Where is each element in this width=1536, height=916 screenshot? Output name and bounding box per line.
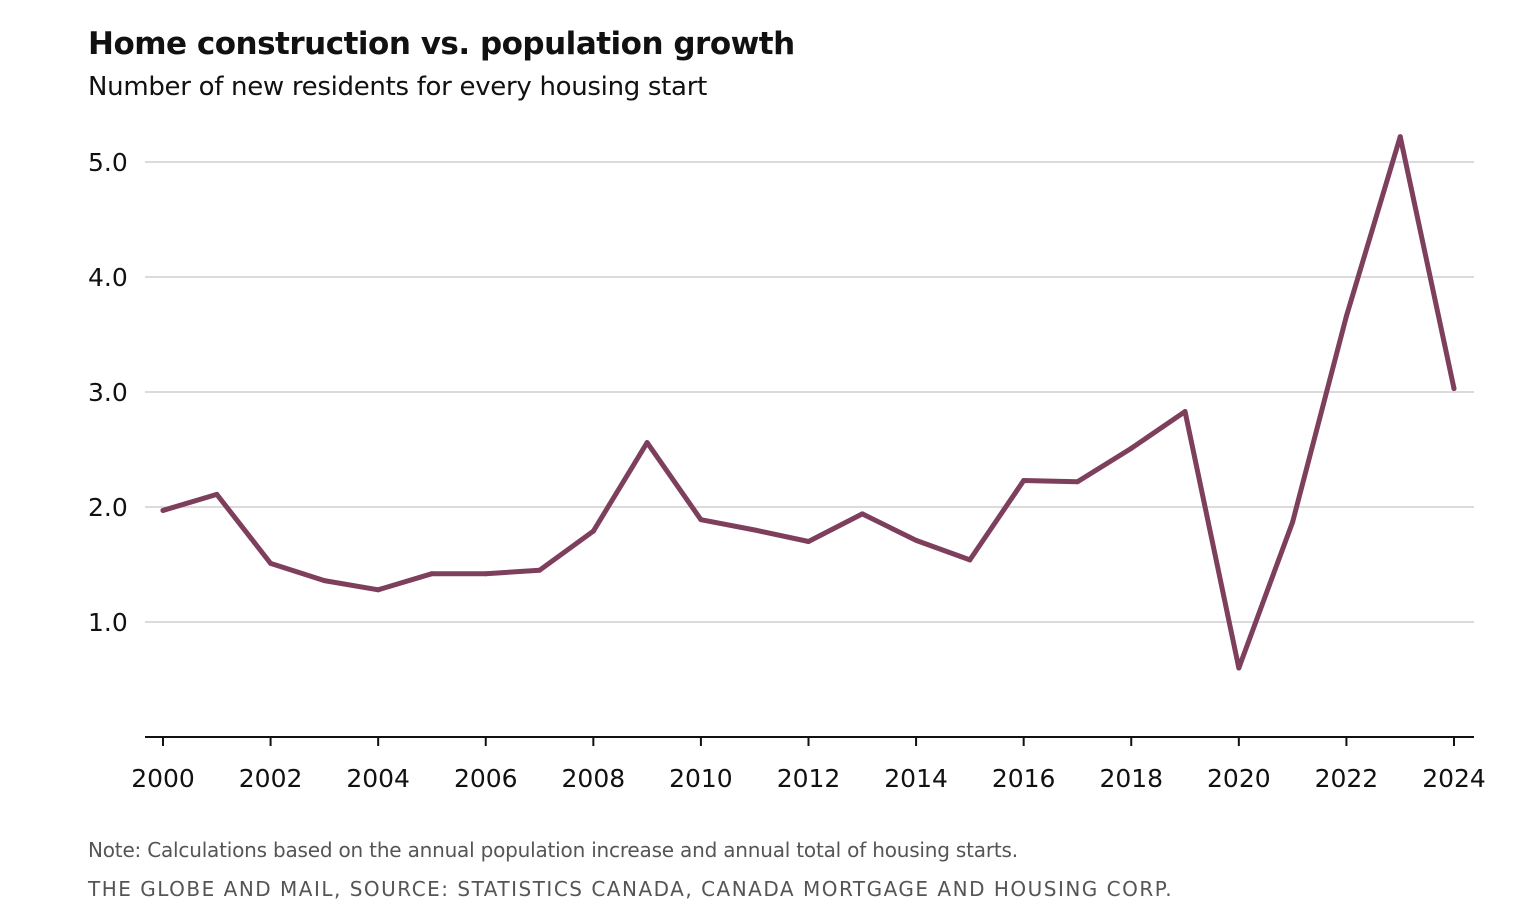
- data-point: [214, 491, 220, 497]
- data-point: [160, 507, 166, 513]
- x-tick-label: 2006: [454, 764, 518, 793]
- x-tick-label: 2002: [239, 764, 303, 793]
- data-point: [806, 539, 811, 544]
- data-point: [1451, 386, 1457, 392]
- chart-note: Note: Calculations based on the annual p…: [88, 838, 1018, 862]
- x-tick-label: 2022: [1315, 764, 1379, 793]
- data-point: [590, 528, 596, 534]
- x-tick-label: 2020: [1207, 764, 1271, 793]
- x-tick-label: 2018: [1099, 764, 1163, 793]
- data-point: [1182, 409, 1188, 415]
- data-point: [913, 537, 919, 543]
- data-point: [1397, 134, 1403, 140]
- data-point: [1074, 479, 1080, 485]
- data-point: [375, 587, 381, 593]
- data-point: [537, 567, 543, 573]
- chart-subtitle: Number of new residents for every housin…: [88, 72, 707, 102]
- chart-title: Home construction vs. population growth: [88, 26, 795, 62]
- data-point: [268, 560, 274, 566]
- y-tick-label: 3.0: [88, 378, 128, 407]
- x-tick-label: 2016: [992, 764, 1056, 793]
- data-point: [1290, 519, 1296, 525]
- y-tick-label: 2.0: [88, 493, 128, 522]
- x-tick-label: 2004: [346, 764, 410, 793]
- data-point: [698, 517, 704, 523]
- data-point: [1128, 445, 1134, 451]
- data-point: [752, 527, 758, 533]
- y-tick-label: 4.0: [88, 263, 128, 292]
- data-point: [859, 511, 865, 517]
- series-line: [160, 134, 1457, 671]
- data-point: [967, 557, 973, 563]
- y-tick-label: 1.0: [88, 608, 128, 637]
- data-point: [644, 440, 650, 446]
- data-point: [1236, 665, 1242, 671]
- x-tick-label: 2014: [884, 764, 948, 793]
- data-point: [429, 571, 435, 577]
- x-tick-label: 2008: [562, 764, 626, 793]
- x-tick-label: 2012: [777, 764, 841, 793]
- data-point: [483, 571, 489, 577]
- data-point: [321, 578, 327, 584]
- x-tick-label: 2000: [131, 764, 195, 793]
- data-point: [1343, 313, 1349, 319]
- chart-source: THE GLOBE AND MAIL, SOURCE: STATISTICS C…: [88, 877, 1174, 901]
- x-tick-label: 2024: [1422, 764, 1486, 793]
- y-tick-label: 5.0: [88, 148, 128, 177]
- data-point: [1021, 478, 1027, 484]
- x-tick-label: 2010: [669, 764, 733, 793]
